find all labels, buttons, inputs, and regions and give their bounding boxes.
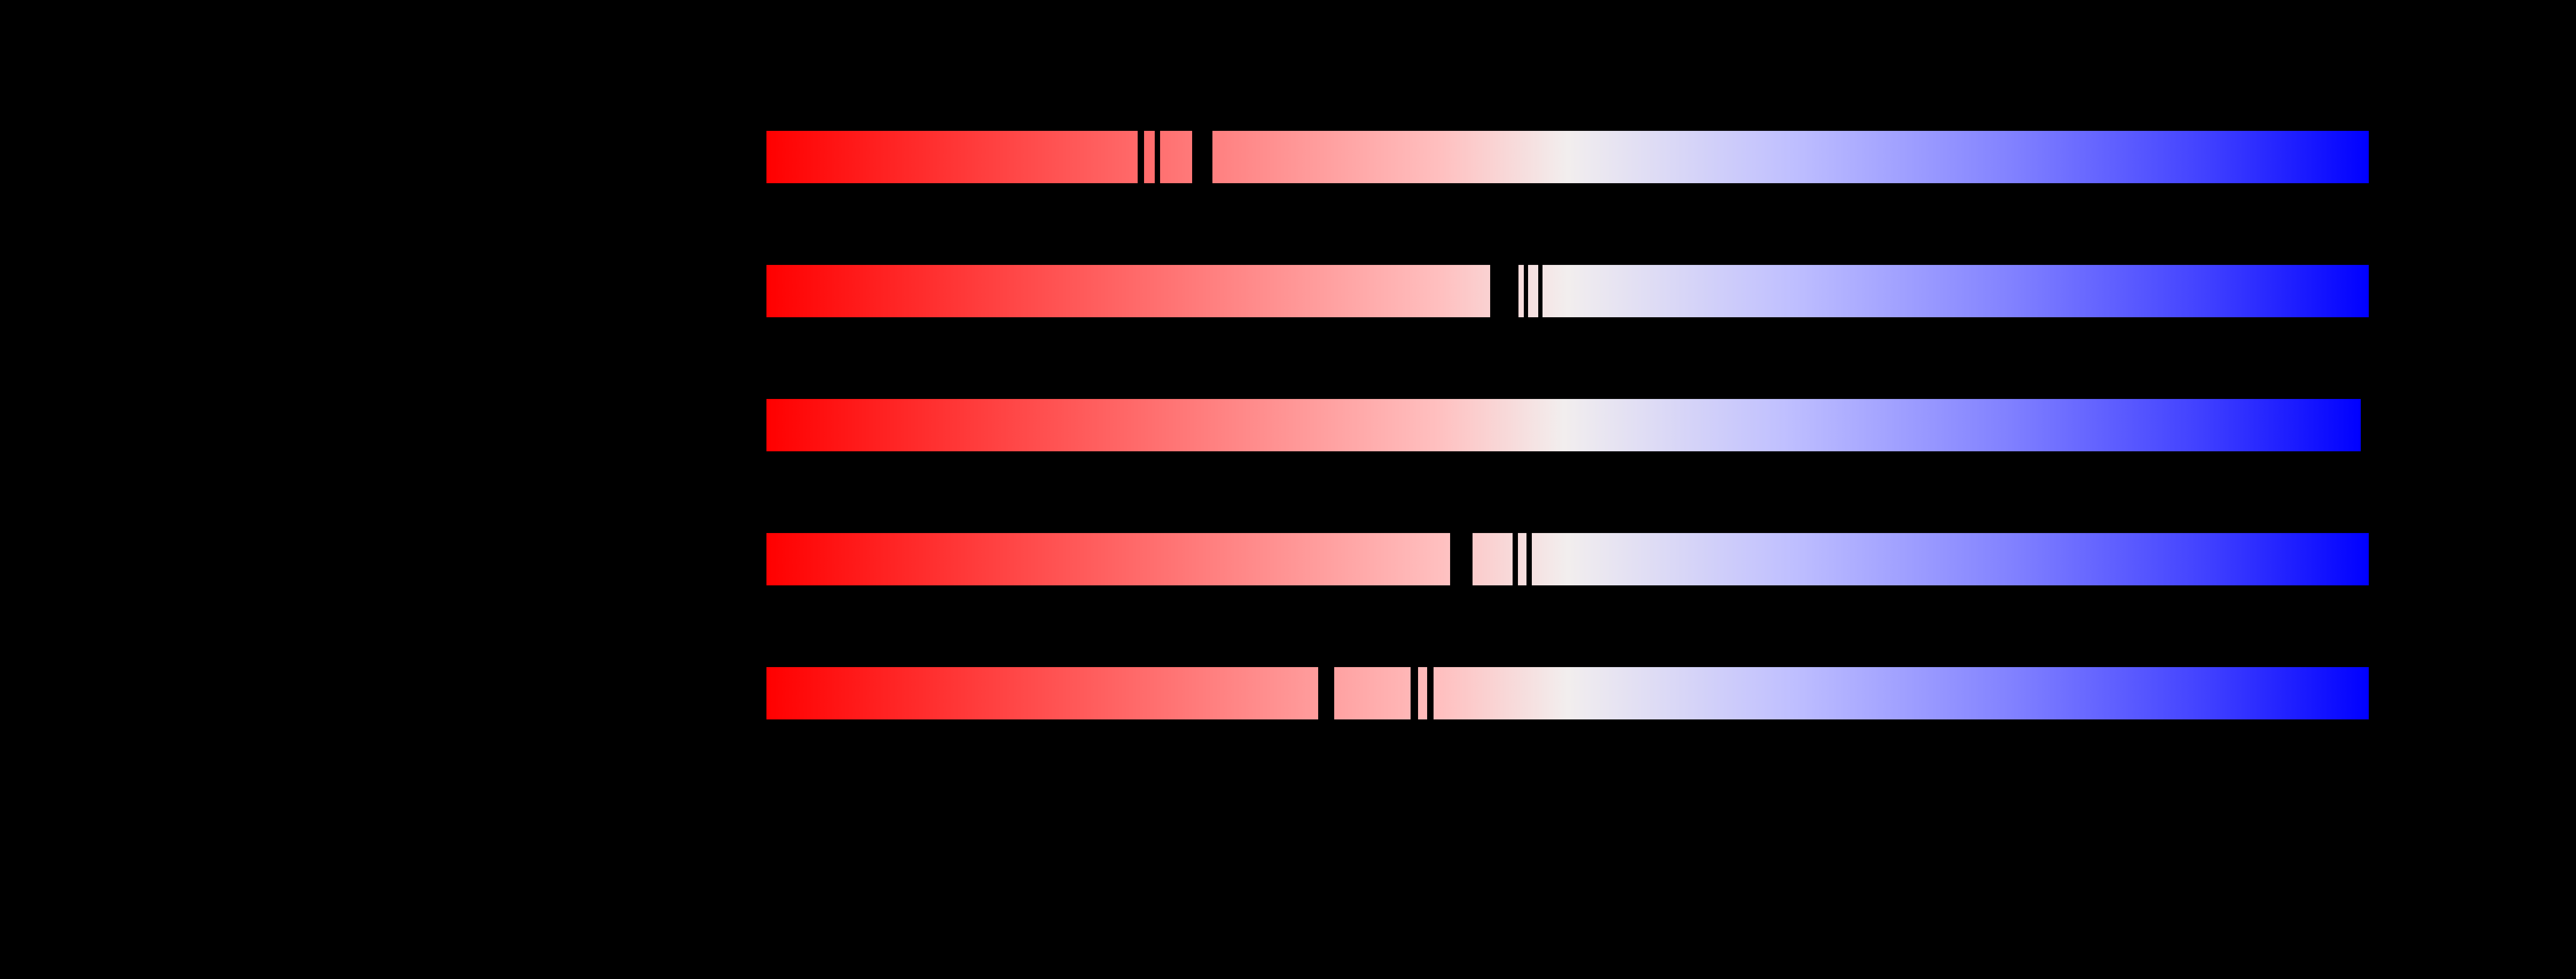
colorbar-gradient-fill	[1518, 533, 1526, 585]
colorbar-gradient-fill	[1160, 131, 1192, 183]
colorbar-gradient-fill	[766, 399, 2361, 451]
colorbar-segment	[766, 399, 2361, 451]
colorbar-track-4	[766, 667, 2369, 719]
colorbar-segment	[766, 131, 1138, 183]
colorbar-segment	[1532, 533, 2369, 585]
colorbar-gradient-fill	[1528, 265, 1538, 317]
colorbar-segment	[1543, 265, 2369, 317]
colorbar-track-0	[766, 131, 2369, 183]
colorbar-gradient-fill	[1518, 265, 1524, 317]
colorbar-segment	[1334, 667, 1411, 719]
colorbar-segment	[766, 667, 1318, 719]
colorbar-gradient-fill	[1532, 533, 2369, 585]
colorbar-gradient-fill	[766, 667, 1318, 719]
colorbar-segment	[1518, 533, 1526, 585]
colorbar-gradient-fill	[1212, 131, 2369, 183]
colorbar-gradient-fill	[1473, 533, 1513, 585]
colorbar-segment	[1144, 131, 1155, 183]
colorbar-segment	[1418, 667, 1427, 719]
colorbar-gradient-fill	[1334, 667, 1411, 719]
colorbar-track-3	[766, 533, 2369, 585]
colorbar-segment	[766, 533, 1450, 585]
colorbar-segment	[1528, 265, 1538, 317]
colorbar-gradient-fill	[1543, 265, 2369, 317]
colorbar-track-1	[766, 265, 2369, 317]
colorbar-segment	[766, 265, 1490, 317]
colorbar-gradient-fill	[1418, 667, 1427, 719]
colorbar-gradient-fill	[766, 265, 1490, 317]
colorbar-segment	[1518, 265, 1524, 317]
colorbar-segment	[1160, 131, 1192, 183]
colorbar-track-2	[766, 399, 2361, 451]
colorbar-segment	[1434, 667, 2369, 719]
colorbar-segment	[1473, 533, 1513, 585]
colorbar-gradient-fill	[1144, 131, 1155, 183]
colorbar-segment	[1212, 131, 2369, 183]
colorbar-gradient-fill	[766, 131, 1138, 183]
colorbar-gradient-fill	[766, 533, 1450, 585]
colorbar-gradient-fill	[1434, 667, 2369, 719]
